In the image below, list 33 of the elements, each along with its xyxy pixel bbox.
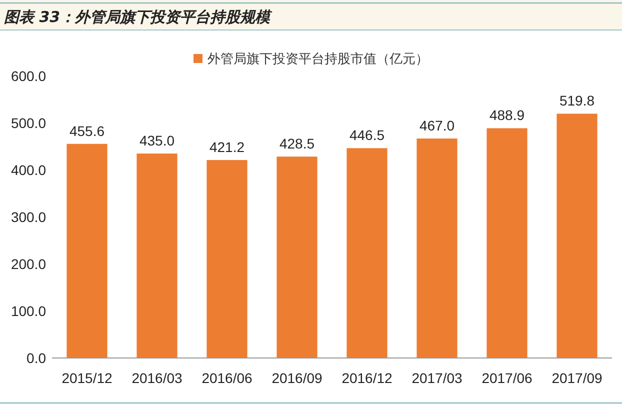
y-tick-label: 200.0 xyxy=(10,256,46,272)
text: 455.6 xyxy=(69,122,105,139)
bar xyxy=(346,148,388,358)
x-tick-label: 2017/03 xyxy=(412,370,463,386)
x-tick-label: 2017/09 xyxy=(552,370,603,386)
bar xyxy=(136,154,178,358)
text: 421.2 xyxy=(209,139,245,156)
text: 428.5 xyxy=(279,136,315,152)
y-tick-label: 600.0 xyxy=(10,68,46,84)
bar xyxy=(206,160,248,358)
text: 488.9 xyxy=(489,107,525,124)
bar xyxy=(556,114,598,358)
x-tick-label: 2016/03 xyxy=(132,370,183,386)
text: 446.5 xyxy=(349,127,385,144)
y-tick-label: 0.0 xyxy=(26,350,46,366)
y-tick-label: 300.0 xyxy=(10,209,46,225)
text: 467.0 xyxy=(419,118,455,134)
bar xyxy=(276,156,318,358)
bar xyxy=(486,128,528,358)
y-tick-label: 500.0 xyxy=(10,115,46,131)
legend-label: 外管局旗下投资平台持股市值（亿元） xyxy=(208,52,428,67)
y-tick-label: 400.0 xyxy=(10,162,46,178)
x-tick-label: 2015/12 xyxy=(62,370,113,386)
y-tick-label: 100.0 xyxy=(10,303,46,319)
x-tick-label: 2016/12 xyxy=(342,370,393,386)
bar xyxy=(416,138,458,358)
text: 435.0 xyxy=(139,132,175,149)
x-tick-label: 2017/06 xyxy=(482,370,533,386)
x-tick-label: 2016/06 xyxy=(202,370,253,386)
x-tick-label: 2016/09 xyxy=(272,370,323,386)
text: 519.8 xyxy=(559,92,595,109)
bar xyxy=(66,144,108,358)
chart-title: 图表 33：外管局旗下投资平台持股规模 xyxy=(4,8,274,26)
